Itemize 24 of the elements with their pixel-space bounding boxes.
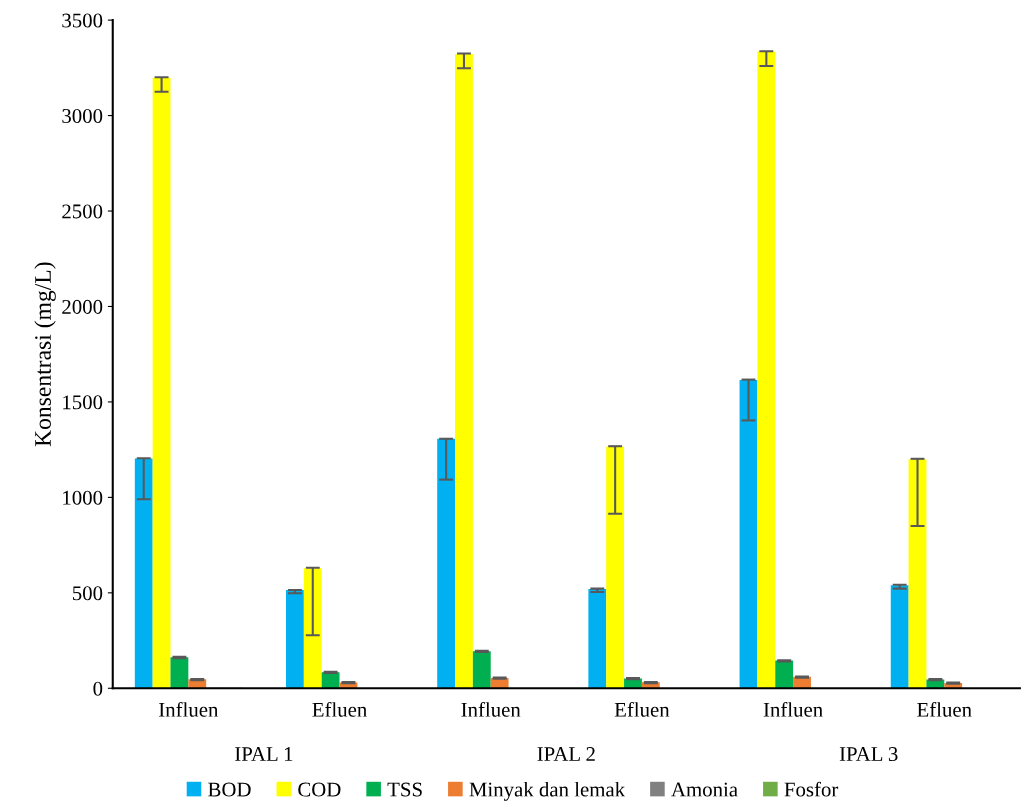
y-tick-label: 3500: [62, 13, 103, 28]
y-tick-label: 3000: [62, 108, 103, 124]
x-tick-label: Efluen: [312, 701, 367, 717]
y-tick-label: 500: [72, 586, 103, 601]
legend-label: Minyak dan lemak: [469, 781, 626, 801]
text: IPAL 2: [537, 747, 595, 761]
text: IPAL 3: [839, 747, 898, 762]
x-tick-label: Influen: [461, 701, 521, 717]
x-tick-label: Efluen: [917, 701, 972, 717]
y-tick-label: 0: [93, 681, 103, 696]
y-axis-title: Konsentrasi (mg/L): [34, 262, 56, 447]
x-tick-label: Efluen: [614, 701, 670, 717]
y-tick-label: 2500: [62, 204, 103, 219]
y-tick-label: 2000: [62, 299, 103, 314]
legend-label: BOD: [208, 782, 251, 797]
legend-label: Fosfor: [784, 781, 839, 797]
legend-label: COD: [298, 782, 341, 797]
y-tick-label: 1500: [63, 395, 103, 410]
legend-label: Amonia: [671, 782, 738, 797]
y-tick-label: 1000: [63, 490, 103, 505]
x-tick-label: Influen: [763, 701, 823, 717]
legend-label: TSS: [387, 782, 422, 797]
text: IPAL 1: [235, 747, 293, 761]
x-tick-label: Influen: [159, 701, 219, 717]
